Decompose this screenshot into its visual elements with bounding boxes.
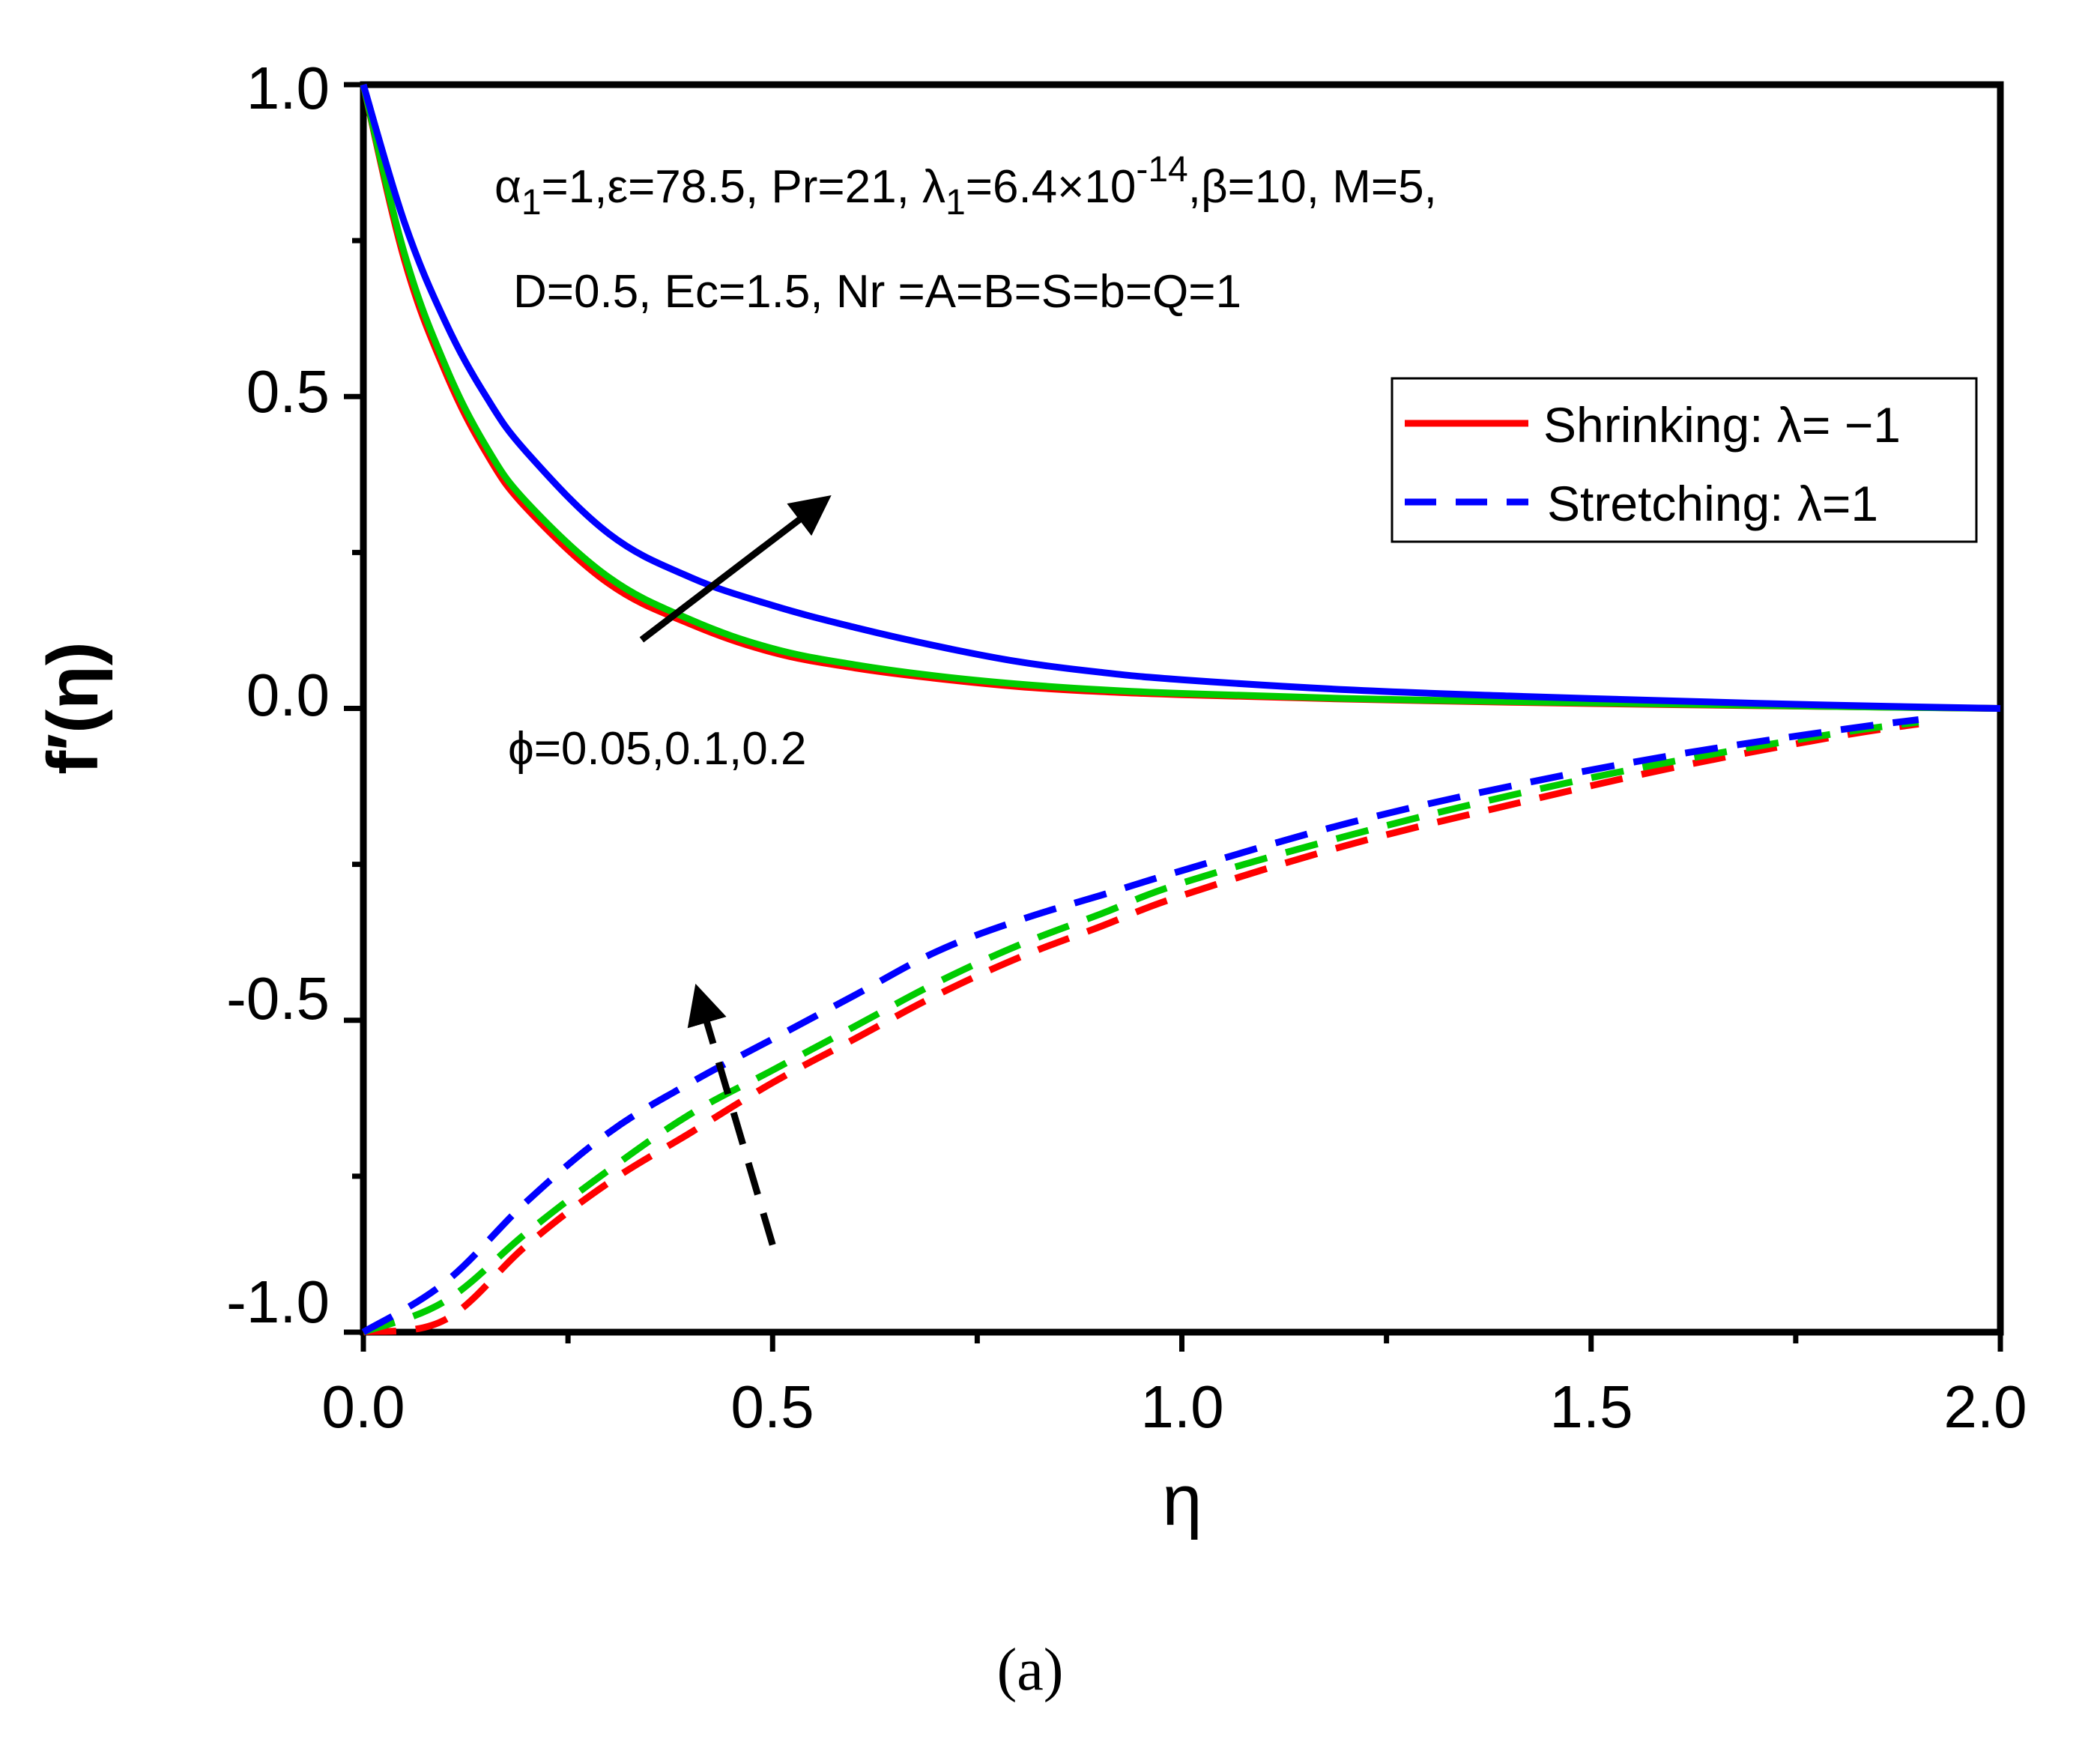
solid-trend-arrow	[639, 495, 832, 643]
params-alpha: α	[494, 161, 521, 213]
series-line-5	[361, 716, 1919, 1335]
phi-annotation: ϕ=0.05,0.1,0.2	[508, 723, 806, 775]
params-lambda-subscript: 1	[945, 183, 966, 223]
params-mid2: =6.4×10	[966, 161, 1137, 213]
y-tick-label: -0.5	[226, 965, 330, 1032]
dashed-trend-arrow	[687, 983, 776, 1246]
legend-box	[1391, 377, 1978, 543]
x-tick-label: 2.0	[1943, 1373, 2027, 1440]
x-tick-labels: 0.0 0.5 1.0 1.5 2.0	[321, 1373, 2027, 1440]
x-axis-label: η	[1162, 1460, 1202, 1540]
arrow-layer	[639, 495, 832, 1246]
series-line-3	[363, 720, 1919, 1336]
params-mid: =1,ε=78.5, Pr=21, λ	[542, 161, 946, 213]
y-tick-labels: -1.0 -0.5 0.0 0.5 1.0	[226, 55, 330, 1335]
y-tick-label: 0.5	[246, 358, 330, 425]
series-line-1	[360, 83, 2001, 712]
legend: Shrinking: λ= −1 Stretching: λ=1	[1391, 377, 1978, 543]
x-tick-label: 0.0	[321, 1373, 405, 1440]
x-tick-label: 1.5	[1549, 1373, 1633, 1440]
x-tick-label: 0.5	[730, 1373, 814, 1440]
params-exponent: -14	[1136, 150, 1187, 190]
params-alpha-subscript: 1	[521, 183, 542, 223]
series-layer	[360, 83, 2001, 1336]
y-axis-ticks	[344, 82, 363, 1335]
params-annotation-line1: α1=1,ε=78.5, Pr=21, λ1=6.4×10-14,β=10, M…	[494, 150, 1437, 223]
y-axis-label: f′(η)	[33, 641, 113, 775]
series-line-2	[360, 83, 2001, 712]
figure-caption: (a)	[997, 1637, 1064, 1703]
y-tick-label: -1.0	[226, 1268, 330, 1335]
x-axis-ticks	[360, 1332, 2003, 1352]
y-tick-label: 1.0	[246, 55, 330, 121]
params-suffix: ,β=10, M=5,	[1188, 161, 1437, 213]
x-tick-label: 1.0	[1140, 1373, 1223, 1440]
legend-label-shrinking: Shrinking: λ= −1	[1543, 397, 1901, 453]
legend-label-stretching: Stretching: λ=1	[1547, 476, 1878, 531]
series-line-4	[362, 719, 1919, 1336]
params-annotation-line2: D=0.5, Ec=1.5, Nr =A=B=S=b=Q=1	[513, 266, 1241, 318]
y-tick-label: 0.0	[246, 662, 330, 728]
